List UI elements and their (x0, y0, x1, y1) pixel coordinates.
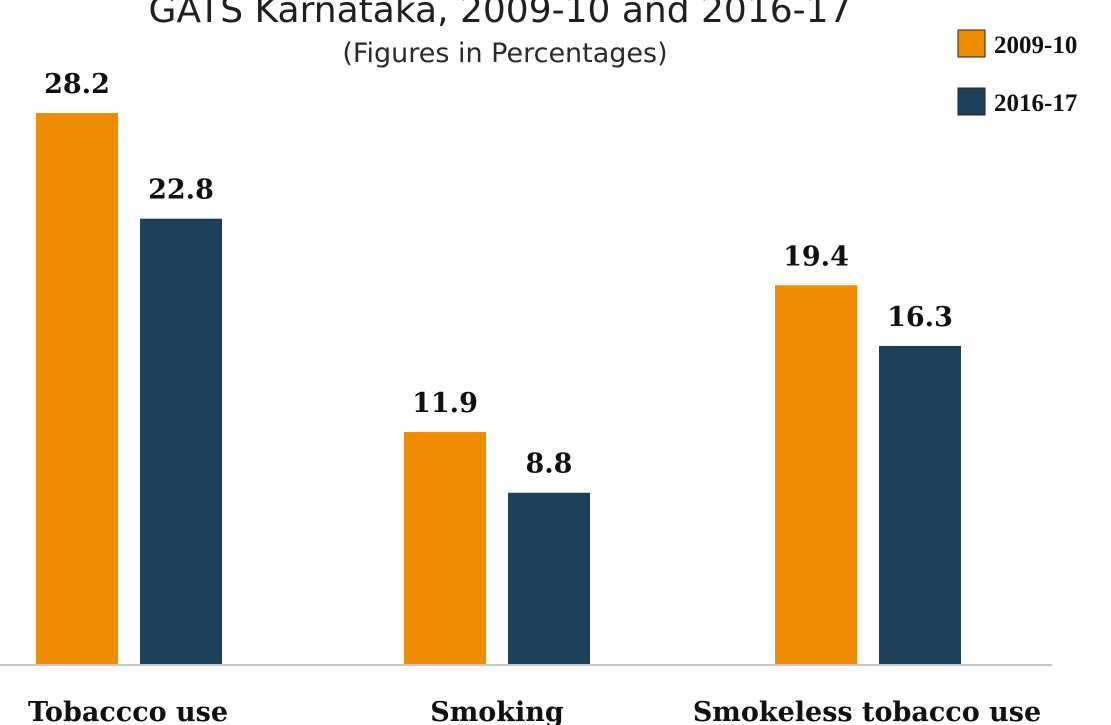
category-label-smokeless-tobacco-use: Smokeless tobacco use (693, 697, 1041, 725)
legend-swatch-2016-17 (957, 87, 986, 116)
data-label-tobaccco-use-2009-10: 28.2 (44, 69, 110, 100)
data-label-smoking-2009-10: 11.9 (412, 388, 478, 419)
category-label-smoking: Smoking (430, 697, 564, 725)
legend-swatch-2009-10 (957, 29, 986, 58)
bar-smoking-2009-10 (404, 432, 486, 665)
data-label-tobaccco-use-2016-17: 22.8 (148, 175, 214, 206)
legend-label-2009-10: 2009-10 (994, 32, 1077, 59)
chart-title: GATS Karnataka, 2009-10 and 2016-17 (149, 0, 852, 31)
chart-title-group: GATS Karnataka, 2009-10 and 2016-17 (Fig… (149, 0, 852, 69)
data-labels-layer: 28.2 22.8 11.9 8.8 19.4 16.3 (44, 69, 953, 480)
legend-item-2016-17: 2016-17 (957, 87, 1077, 117)
data-label-smokeless-tobacco-use-2009-10: 19.4 (783, 241, 849, 272)
bar-smoking-2016-17 (508, 492, 590, 665)
legend-label-2016-17: 2016-17 (994, 90, 1077, 117)
legend-item-2009-10: 2009-10 (957, 29, 1077, 59)
bars-layer (36, 113, 961, 665)
legend: 2009-10 2016-17 (957, 29, 1077, 117)
data-label-smokeless-tobacco-use-2016-17: 16.3 (887, 302, 953, 333)
category-label-tobaccco-use: Tobaccco use (28, 697, 228, 725)
data-label-smoking-2016-17: 8.8 (526, 449, 573, 480)
bar-smokeless-tobacco-use-2016-17 (879, 345, 961, 665)
bar-tobaccco-use-2016-17 (140, 218, 222, 665)
chart-subtitle: (Figures in Percentages) (342, 38, 667, 69)
bar-tobaccco-use-2009-10 (36, 113, 118, 665)
bar-smokeless-tobacco-use-2009-10 (775, 285, 857, 665)
category-labels-layer: Tobaccco use Smoking Smokeless tobacco use (28, 697, 1041, 725)
